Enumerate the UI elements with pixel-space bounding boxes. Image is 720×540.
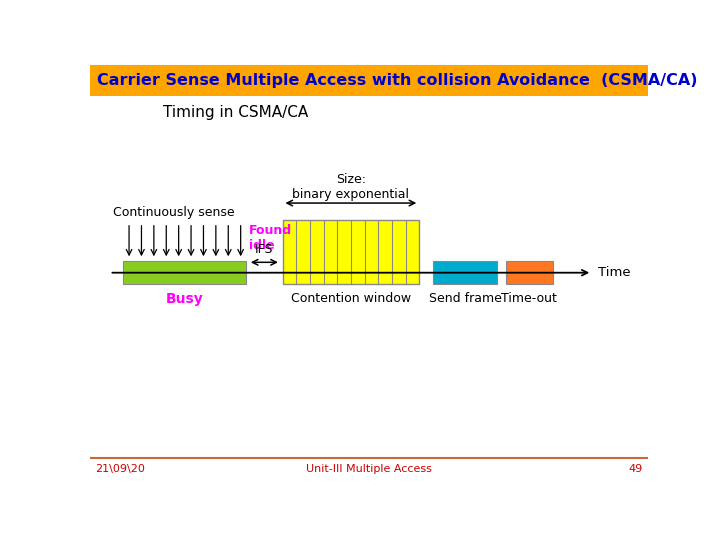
Text: Busy: Busy (166, 292, 204, 306)
FancyBboxPatch shape (90, 65, 648, 96)
FancyBboxPatch shape (505, 261, 553, 284)
Text: Contention window: Contention window (291, 292, 411, 305)
Text: 49: 49 (628, 464, 642, 474)
Text: Send frame: Send frame (429, 292, 502, 305)
Text: Found
idle: Found idle (249, 224, 292, 252)
Text: 21\09\20: 21\09\20 (96, 464, 145, 474)
Text: Carrier Sense Multiple Access with collision Avoidance  (CSMA/CA): Carrier Sense Multiple Access with colli… (96, 73, 697, 88)
FancyBboxPatch shape (433, 261, 498, 284)
FancyBboxPatch shape (124, 261, 246, 284)
Text: IFS: IFS (255, 243, 274, 256)
FancyBboxPatch shape (282, 220, 419, 284)
Text: Time: Time (598, 266, 631, 279)
Text: Time-out: Time-out (502, 292, 557, 305)
Text: Size:
binary exponential: Size: binary exponential (292, 173, 410, 201)
Text: Timing in CSMA/CA: Timing in CSMA/CA (163, 105, 307, 120)
Text: Continuously sense: Continuously sense (113, 206, 235, 219)
Text: Unit-III Multiple Access: Unit-III Multiple Access (306, 464, 432, 474)
